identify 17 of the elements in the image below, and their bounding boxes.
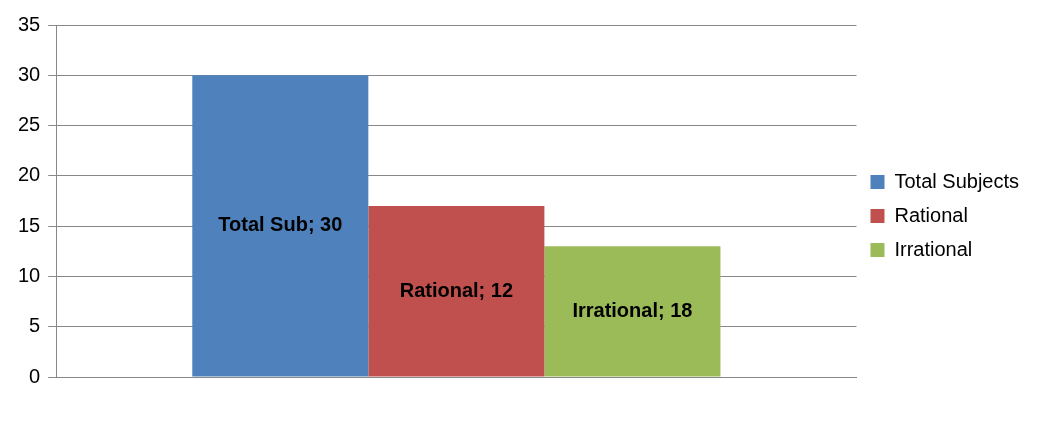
- legend-label: Total Subjects: [894, 169, 1019, 192]
- legend-label: Irrational: [894, 237, 973, 260]
- bar: [544, 246, 721, 377]
- y-tick-label: 30: [18, 62, 41, 85]
- annotation: Irrational; 18: [572, 298, 693, 321]
- y-tick-label: 20: [18, 163, 41, 186]
- legend-label: Rational: [894, 203, 968, 226]
- y-tick-label: 25: [18, 113, 41, 136]
- y-tick-label: 35: [18, 12, 41, 35]
- y-tick-label: 10: [18, 263, 41, 286]
- y-tick-label: 0: [29, 364, 41, 387]
- y-tick-label: 15: [18, 213, 41, 236]
- y-tick-label: 5: [29, 314, 41, 337]
- annotation: Rational; 12: [399, 278, 514, 301]
- annotation: Total Sub; 30: [218, 213, 343, 236]
- bar: [368, 206, 545, 377]
- bar: [192, 75, 369, 377]
